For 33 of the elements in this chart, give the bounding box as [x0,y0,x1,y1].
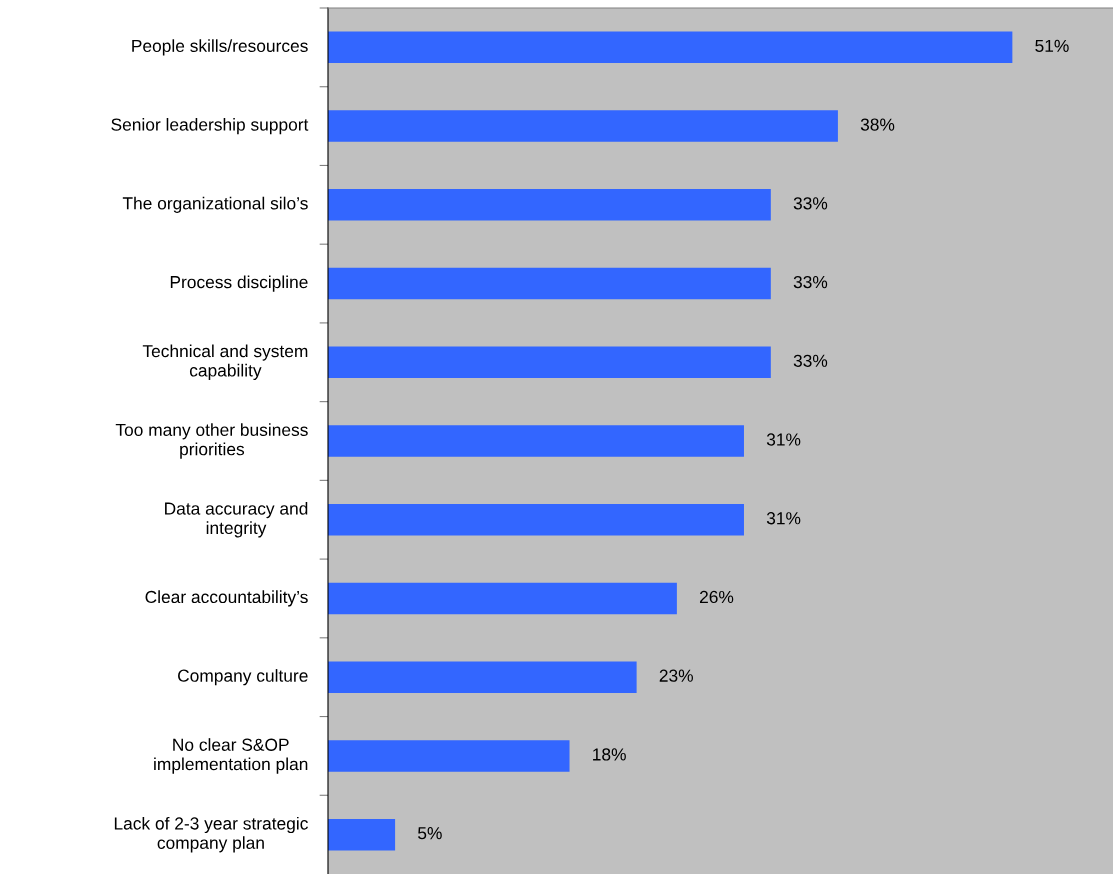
bar [328,661,637,693]
data-label: 33% [793,354,828,367]
data-label: 33% [793,197,828,210]
data-label: 26% [699,590,734,604]
bar [328,425,744,457]
bar [328,110,838,142]
bar [328,189,771,221]
y-tick-label: No clear S&OP implementation plan [154,738,308,774]
bar [328,740,570,772]
y-tick-label: Data accuracy and integrity [165,501,308,538]
data-label: 5% [418,827,442,840]
bar [328,31,1013,64]
data-label: 33% [793,275,828,289]
data-label: 51% [1035,39,1069,53]
data-label: 38% [860,118,895,131]
bar [328,503,744,536]
data-label: 31% [766,433,801,446]
y-tick-label: Technical and system capability [142,344,308,381]
data-label: 31% [766,512,801,525]
y-tick-label: Company culture [178,669,308,686]
y-tick-label: Clear accountability’s [145,590,308,607]
bar [328,818,396,851]
bar [328,267,771,300]
y-tick-label: Lack of 2-3 year strategic company plan [114,816,308,853]
y-tick-label: People skills/resources [132,39,308,56]
y-tick-label: The organizational silo’s [122,196,308,213]
bar [328,582,677,615]
y-tick-label: Senior leadership support [111,118,309,135]
y-tick-label: Process discipline [170,275,308,292]
y-tick-label: Too many other business priorities [115,423,308,459]
data-label: 23% [659,669,693,682]
bar [328,346,771,379]
data-label: 18% [593,748,626,761]
